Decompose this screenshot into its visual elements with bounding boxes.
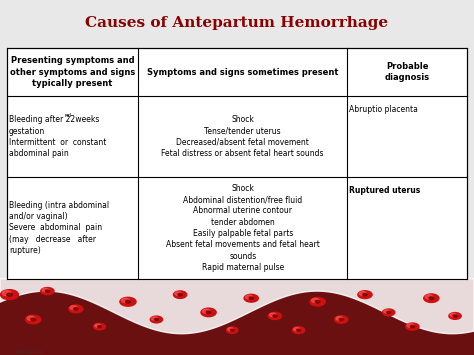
Ellipse shape (244, 294, 258, 302)
Ellipse shape (227, 327, 238, 333)
Ellipse shape (358, 291, 372, 299)
Ellipse shape (152, 317, 158, 320)
Ellipse shape (178, 294, 182, 296)
Ellipse shape (268, 312, 282, 320)
Ellipse shape (201, 308, 216, 317)
Ellipse shape (315, 300, 320, 303)
Text: rupture): rupture) (9, 246, 41, 255)
Text: Ruptured uterus: Ruptured uterus (349, 186, 420, 195)
Ellipse shape (273, 315, 277, 317)
Ellipse shape (297, 329, 301, 331)
Ellipse shape (450, 313, 456, 317)
Text: gestation: gestation (9, 127, 45, 136)
Ellipse shape (95, 324, 100, 327)
Ellipse shape (246, 295, 253, 299)
Text: Tense/tender uterus: Tense/tender uterus (204, 127, 281, 136)
Ellipse shape (120, 297, 136, 306)
Ellipse shape (206, 311, 211, 314)
Ellipse shape (228, 328, 233, 331)
Ellipse shape (384, 310, 390, 313)
Ellipse shape (98, 326, 101, 328)
Ellipse shape (336, 317, 343, 320)
Text: Shock: Shock (231, 184, 254, 193)
Ellipse shape (2, 291, 11, 296)
Ellipse shape (383, 309, 395, 316)
Ellipse shape (173, 291, 187, 298)
Text: Severe  abdominal  pain: Severe abdominal pain (9, 223, 102, 233)
Text: Shock: Shock (231, 115, 254, 124)
Ellipse shape (249, 297, 253, 299)
Text: Intermittent  or  constant: Intermittent or constant (9, 138, 106, 147)
Text: nd: nd (65, 113, 72, 118)
Ellipse shape (46, 290, 49, 292)
Ellipse shape (311, 298, 319, 302)
Ellipse shape (292, 327, 305, 334)
Ellipse shape (429, 297, 434, 300)
Ellipse shape (387, 311, 391, 313)
Text: Abdominal distention/free fluid: Abdominal distention/free fluid (183, 195, 302, 204)
Ellipse shape (335, 316, 348, 323)
Ellipse shape (27, 316, 35, 320)
Text: tender abdomen: tender abdomen (211, 218, 274, 227)
Ellipse shape (407, 324, 414, 327)
Ellipse shape (126, 300, 130, 303)
Bar (7, 48, 467, 279)
Ellipse shape (41, 288, 54, 295)
Text: Absent fetal movements and fetal heart: Absent fetal movements and fetal heart (166, 240, 319, 250)
Text: Symptoms and signs sometimes present: Symptoms and signs sometimes present (147, 68, 338, 77)
Ellipse shape (424, 294, 439, 302)
Ellipse shape (310, 297, 325, 306)
Ellipse shape (7, 293, 12, 296)
Ellipse shape (202, 309, 210, 313)
Ellipse shape (449, 312, 461, 320)
Text: abdominal pain: abdominal pain (9, 149, 69, 158)
Ellipse shape (74, 308, 78, 310)
Ellipse shape (150, 316, 163, 323)
Text: Presenting symptoms and
other symptoms and signs
typically present: Presenting symptoms and other symptoms a… (10, 56, 135, 88)
Text: weeks: weeks (73, 115, 100, 124)
Ellipse shape (453, 315, 457, 317)
Ellipse shape (339, 318, 343, 321)
Ellipse shape (425, 295, 433, 299)
Ellipse shape (406, 323, 419, 330)
Ellipse shape (93, 323, 105, 330)
Ellipse shape (121, 298, 129, 302)
Text: (may   decrease   after: (may decrease after (9, 235, 96, 244)
Text: Causes of Antepartum Hemorrhage: Causes of Antepartum Hemorrhage (85, 16, 389, 30)
Text: 12/13/2013: 12/13/2013 (14, 348, 43, 353)
Ellipse shape (42, 288, 49, 292)
Text: Probable
diagnosis: Probable diagnosis (384, 62, 430, 82)
Ellipse shape (270, 313, 276, 317)
Ellipse shape (26, 315, 41, 324)
Text: and/or vaginal): and/or vaginal) (9, 212, 68, 221)
Ellipse shape (70, 306, 77, 310)
Ellipse shape (155, 318, 158, 321)
Ellipse shape (294, 327, 300, 331)
Text: Abruptio placenta: Abruptio placenta (349, 105, 418, 114)
Text: Bleeding (intra abdominal: Bleeding (intra abdominal (9, 201, 109, 210)
Text: Rapid maternal pulse: Rapid maternal pulse (201, 263, 284, 272)
Ellipse shape (175, 292, 182, 295)
Ellipse shape (359, 291, 366, 295)
Ellipse shape (31, 318, 36, 321)
Text: Decreased/absent fetal movement: Decreased/absent fetal movement (176, 138, 309, 147)
Text: Easily palpable fetal parts: Easily palpable fetal parts (192, 229, 293, 238)
Ellipse shape (410, 326, 414, 328)
Text: Fetal distress or absent fetal heart sounds: Fetal distress or absent fetal heart sou… (162, 149, 324, 158)
Text: sounds: sounds (229, 252, 256, 261)
Ellipse shape (69, 305, 83, 313)
Text: Bleeding after 22: Bleeding after 22 (9, 115, 75, 124)
Ellipse shape (0, 290, 18, 300)
Text: Abnormal uterine contour: Abnormal uterine contour (193, 206, 292, 215)
Ellipse shape (363, 294, 367, 296)
Ellipse shape (230, 329, 234, 331)
